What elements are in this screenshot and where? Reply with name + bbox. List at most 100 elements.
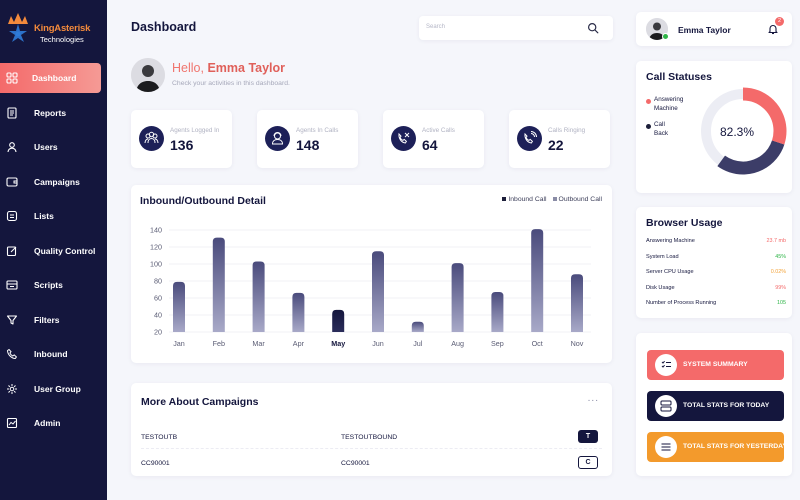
campaigns-icon	[6, 176, 18, 187]
bell-icon[interactable]	[767, 23, 779, 35]
search-input[interactable]: Search	[419, 16, 613, 40]
bar-nov[interactable]	[571, 274, 583, 332]
x-tick-label: Mar	[252, 339, 265, 348]
sidebar-item-label: Inbound	[34, 349, 68, 359]
sidebar-item-inbound[interactable]: Inbound	[0, 339, 101, 369]
system-summary-button[interactable]: SYSTEM SUMMARY	[647, 350, 784, 380]
greeting-name: Emma Taylor	[207, 61, 286, 75]
sidebar-item-users[interactable]: Users	[0, 132, 101, 162]
stat-label: Agents Logged In	[170, 127, 220, 134]
greeting: Hello, Emma Taylor	[172, 61, 285, 75]
stat-card-agents-in-calls[interactable]: Agents In Calls 148	[257, 110, 358, 168]
bar-aug[interactable]	[451, 263, 464, 332]
stat-value: 136	[170, 137, 194, 153]
bar-jun[interactable]	[372, 251, 384, 332]
action-label: SYSTEM SUMMARY	[683, 361, 748, 368]
chart-title: Inbound/Outbound Detail	[140, 195, 266, 207]
stat-card-active-calls[interactable]: Active Calls 64	[383, 110, 484, 168]
search-icon[interactable]	[587, 22, 599, 34]
chart-legend: Inbound Call Outbound Call	[502, 196, 602, 203]
campaigns-title: More About Campaigns	[141, 396, 259, 408]
agent-call-icon	[265, 126, 290, 151]
campaign-badge[interactable]: C	[578, 456, 598, 469]
campaign-id: TESTOUTB	[141, 434, 178, 441]
usage-value: 99%	[775, 284, 786, 291]
sidebar-item-lists[interactable]: Lists	[0, 201, 101, 231]
filter-icon	[6, 314, 18, 325]
stat-label: Calls Ringing	[548, 127, 586, 134]
y-tick-label: 120	[150, 243, 162, 252]
x-tick-label: Apr	[293, 339, 305, 348]
user-profile-card[interactable]: Emma Taylor 2	[636, 12, 792, 46]
stat-card-agents-logged-in[interactable]: Agents Logged In 136	[131, 110, 232, 168]
search-placeholder: Search	[426, 24, 446, 30]
avatar	[131, 58, 165, 92]
bar-mar[interactable]	[252, 261, 265, 332]
user-group-icon	[7, 383, 17, 394]
stat-card-calls-ringing[interactable]: Calls Ringing 22	[509, 110, 610, 168]
y-tick-label: 140	[150, 226, 162, 235]
bar-may[interactable]	[332, 309, 345, 332]
x-tick-label: May	[331, 339, 345, 348]
y-tick-label: 20	[154, 328, 162, 337]
action-label: TOTAL STATS FOR TODAY	[683, 402, 770, 409]
table-row[interactable]: TESTOUTB TESTOUTBOUND T	[131, 425, 612, 451]
sidebar-item-label: Scripts	[34, 280, 63, 290]
lists-icon	[6, 210, 18, 222]
total-stats-yesterday-button[interactable]: TOTAL STATS FOR YESTERDAY	[647, 432, 787, 462]
greeting-subtitle: Check your activities in this dashboard.	[172, 80, 290, 87]
sidebar-item-campaigns[interactable]: Campaigns	[0, 167, 101, 197]
usage-value: 45%	[775, 253, 786, 260]
users-icon	[7, 142, 17, 153]
usage-label: Answering Machine	[646, 238, 695, 244]
bar-jan[interactable]	[173, 281, 185, 332]
x-tick-label: Jun	[372, 339, 384, 348]
usage-value: 23.7 mb	[766, 238, 786, 244]
table-row[interactable]: CC90001 CC90001 C	[131, 451, 612, 477]
brand-logo[interactable]: KingAsterisk Technologies	[4, 10, 102, 48]
menu-lines-icon	[655, 436, 677, 458]
sidebar-item-label: Campaigns	[34, 176, 80, 187]
legend-dot	[646, 124, 651, 129]
sidebar-item-dashboard[interactable]: Dashboard	[0, 63, 101, 93]
bar-oct[interactable]	[531, 229, 544, 332]
calls-ringing-icon	[517, 126, 542, 151]
x-tick-label: Feb	[213, 339, 225, 348]
admin-chart-icon	[6, 417, 18, 429]
sidebar-item-filters[interactable]: Filters	[0, 305, 101, 335]
usage-label: System Load	[646, 253, 679, 260]
actions-card: SYSTEM SUMMARY TOTAL STATS FOR TODAY TOT…	[636, 333, 792, 476]
sidebar-item-label: User Group	[34, 383, 81, 394]
list-item: Server CPU Usage 0.02%	[646, 269, 786, 279]
bar-apr[interactable]	[292, 292, 305, 332]
sidebar-item-user-group[interactable]: User Group	[0, 374, 101, 404]
scripts-icon	[6, 280, 18, 290]
user-name: Emma Taylor	[678, 25, 731, 35]
call-statuses-title: Call Statuses	[646, 71, 712, 83]
sidebar-item-reports[interactable]: Reports	[0, 98, 101, 128]
brand-name: KingAsterisk	[34, 23, 91, 34]
sidebar-item-label: Quality Control	[34, 245, 96, 256]
call-status-donut-chart	[699, 87, 787, 175]
list-item: System Load 45%	[646, 254, 786, 264]
legend-item-outbound: Outbound Call	[552, 196, 602, 203]
bar-sep[interactable]	[491, 292, 504, 332]
sidebar-item-quality-control[interactable]: Quality Control	[0, 236, 101, 266]
more-options-icon[interactable]: ...	[587, 393, 599, 404]
total-stats-today-button[interactable]: TOTAL STATS FOR TODAY	[647, 391, 784, 421]
sidebar: KingAsterisk Technologies Dashboard Repo…	[0, 0, 107, 500]
legend-item-inbound: Inbound Call	[502, 196, 547, 203]
stat-value: 22	[548, 137, 564, 153]
sidebar-item-scripts[interactable]: Scripts	[0, 270, 101, 300]
bar-feb[interactable]	[212, 237, 225, 332]
list-item: Disk Usage 99%	[646, 285, 786, 295]
campaign-id: CC90001	[141, 460, 170, 467]
action-label: TOTAL STATS FOR YESTERDAY	[683, 443, 787, 450]
sidebar-item-label: Filters	[34, 314, 60, 325]
online-status-dot	[662, 33, 669, 40]
sidebar-item-admin[interactable]: Admin	[0, 408, 101, 438]
dashboard-icon	[6, 72, 18, 84]
checklist-icon	[655, 354, 677, 376]
campaign-badge[interactable]: T	[578, 430, 598, 443]
bar-jul[interactable]	[411, 321, 424, 332]
